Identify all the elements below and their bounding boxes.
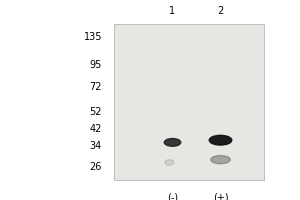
- Text: 34: 34: [90, 141, 102, 151]
- Text: 95: 95: [90, 60, 102, 70]
- Text: 26: 26: [90, 162, 102, 172]
- Text: 72: 72: [89, 82, 102, 92]
- Text: (+): (+): [213, 192, 228, 200]
- Text: 52: 52: [89, 107, 102, 117]
- Text: 1: 1: [169, 6, 175, 16]
- Text: (-): (-): [167, 192, 178, 200]
- Text: 42: 42: [90, 124, 102, 134]
- Text: 135: 135: [83, 32, 102, 42]
- Text: 2: 2: [218, 6, 224, 16]
